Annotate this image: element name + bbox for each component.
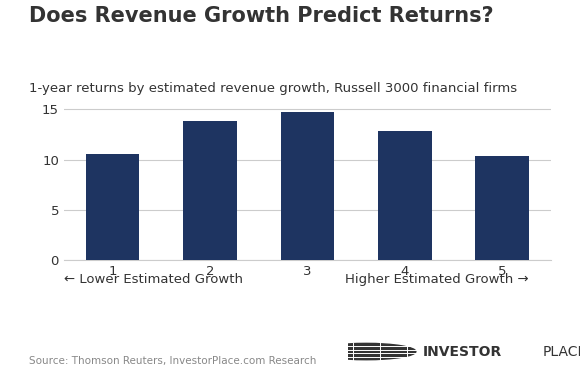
Text: Source: Thomson Reuters, InvestorPlace.com Research: Source: Thomson Reuters, InvestorPlace.c… <box>29 356 316 366</box>
Text: PLACE: PLACE <box>542 344 580 359</box>
Text: INVESTOR: INVESTOR <box>423 344 502 359</box>
Bar <box>281 112 334 260</box>
Bar <box>86 154 139 260</box>
Text: Does Revenue Growth Predict Returns?: Does Revenue Growth Predict Returns? <box>29 6 494 26</box>
Text: ← Lower Estimated Growth: ← Lower Estimated Growth <box>64 273 243 286</box>
Bar <box>476 156 529 260</box>
Text: 1-year returns by estimated revenue growth, Russell 3000 financial firms: 1-year returns by estimated revenue grow… <box>29 82 517 95</box>
Text: Higher Estimated Growth →: Higher Estimated Growth → <box>345 273 529 286</box>
Bar <box>183 122 237 260</box>
Circle shape <box>316 343 416 360</box>
Bar <box>378 131 432 260</box>
